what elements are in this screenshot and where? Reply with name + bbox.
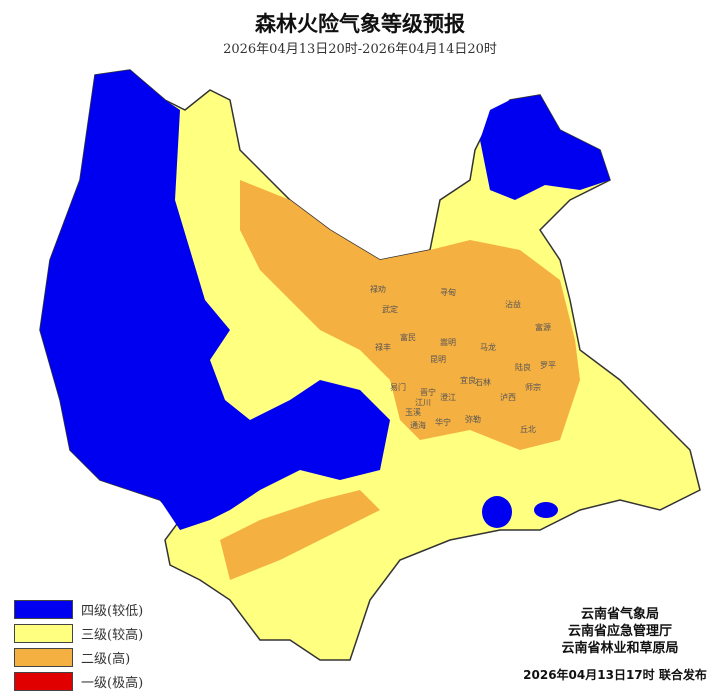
forecast-period: 2026年04月13日20时-2026年04月14日20时 [223, 42, 497, 57]
county-label: 江川 [415, 398, 431, 407]
county-label: 石林 [475, 377, 491, 387]
county-label: 弥勒 [465, 414, 481, 424]
county-label: 富源 [535, 322, 551, 332]
level4-area-west [40, 70, 390, 530]
county-label: 昆明 [430, 355, 446, 364]
legend-swatch [14, 647, 73, 667]
level4-area-southeast [482, 496, 512, 528]
legend-swatch [14, 623, 73, 643]
issuer: 云南省林业和草原局 [561, 641, 679, 656]
county-label: 马龙 [480, 342, 496, 352]
issuers: 云南省气象局 云南省应急管理厅 云南省林业和草原局 [530, 606, 710, 657]
issuer: 云南省应急管理厅 [567, 624, 672, 639]
county-label: 武定 [382, 304, 398, 314]
county-label: 禄劝 [370, 284, 386, 294]
legend-item-level1: 一级(极高) [14, 669, 143, 693]
county-label: 宜良 [460, 375, 476, 385]
county-label: 师宗 [525, 382, 541, 392]
county-label: 玉溪 [405, 407, 421, 417]
legend-item-level4: 四级(较低) [14, 597, 143, 621]
legend-label: 一级(极高) [81, 675, 144, 691]
county-label: 嵩明 [440, 338, 456, 347]
county-label: 晋宁 [420, 387, 436, 397]
issue-date: 2026年04月13日17时 联合发布 [523, 668, 707, 682]
county-label: 沾益 [505, 299, 521, 309]
county-label: 罗平 [540, 361, 556, 370]
county-label: 陆良 [515, 362, 531, 372]
county-label: 寻甸 [440, 287, 456, 297]
legend: 四级(较低) 三级(较高) 二级(高) 一级(极高) [14, 597, 143, 693]
map-title: 森林火险气象等级预报 [255, 12, 465, 36]
county-label: 通海 [410, 420, 426, 430]
issuer: 云南省气象局 [580, 607, 659, 622]
county-label: 丘北 [520, 425, 536, 434]
county-label: 澄江 [440, 392, 456, 402]
county-label: 易门 [390, 382, 406, 392]
level4-area-northeast [480, 95, 610, 200]
legend-item-level3: 三级(较高) [14, 621, 143, 645]
legend-label: 二级(高) [81, 651, 131, 667]
county-label: 禄丰 [375, 342, 391, 352]
county-label: 泸西 [500, 392, 516, 402]
legend-label: 三级(较高) [81, 627, 144, 643]
legend-swatch [14, 671, 73, 691]
legend-label: 四级(较低) [81, 603, 144, 619]
county-label: 富民 [400, 332, 416, 342]
legend-swatch [14, 599, 73, 619]
level2-area-south [220, 490, 380, 580]
county-label: 华宁 [435, 417, 451, 427]
legend-item-level2: 二级(高) [14, 645, 143, 669]
level4-area-southeast-2 [534, 502, 558, 518]
level2-area-central [240, 180, 580, 450]
